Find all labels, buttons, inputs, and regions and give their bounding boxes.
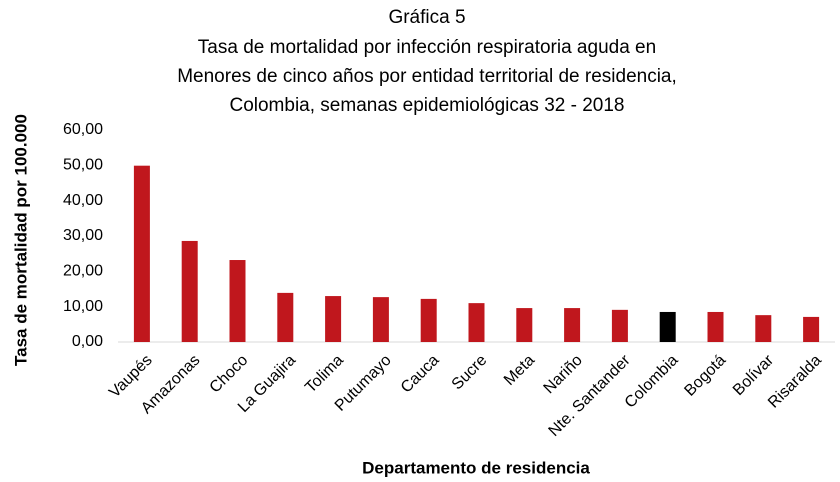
- bar: [420, 298, 437, 342]
- x-tick-label: Meta: [501, 352, 538, 389]
- y-axis-title: Tasa de mortalidad por 100.000: [11, 114, 30, 366]
- y-tick-label: 40,00: [63, 192, 103, 209]
- x-tick-label: Nte. Santander: [546, 351, 635, 440]
- bar: [659, 311, 676, 342]
- x-tick-label: Nariño: [541, 352, 586, 397]
- bar: [277, 292, 294, 342]
- bar: [468, 303, 485, 342]
- bar: [181, 240, 198, 342]
- y-tick-label: 10,00: [63, 298, 103, 315]
- bar: [325, 296, 342, 342]
- x-tick-label: Risaralda: [765, 352, 825, 412]
- y-tick-label: 20,00: [63, 263, 103, 280]
- x-axis-title: Departamento de residencia: [362, 458, 590, 477]
- bar: [564, 308, 581, 342]
- bar: [229, 260, 246, 342]
- bar: [803, 316, 820, 342]
- bar: [707, 311, 724, 342]
- x-tick-label: Sucre: [449, 352, 491, 394]
- chart-subtitle: Tasa de mortalidad por infección respira…: [198, 37, 656, 58]
- bar: [755, 315, 772, 342]
- chart-title: Gráfica 5: [388, 7, 465, 28]
- bar: [611, 309, 628, 342]
- y-tick-label: 60,00: [63, 121, 103, 138]
- bar: [372, 297, 389, 342]
- x-tick-label: Cauca: [398, 352, 443, 397]
- bar: [516, 308, 533, 342]
- x-tick-label: Colombia: [622, 352, 682, 412]
- x-tick-label: Tolima: [302, 352, 347, 397]
- bar: [133, 165, 150, 342]
- y-tick-label: 30,00: [63, 227, 103, 244]
- chart-subtitle: Colombia, semanas epidemiológicas 32 - 2…: [229, 95, 624, 116]
- y-tick-label: 0,00: [72, 333, 103, 350]
- y-tick-label: 50,00: [63, 157, 103, 174]
- x-tick-label: Bogotá: [681, 352, 729, 400]
- x-tick-label: Bolívar: [730, 351, 778, 399]
- chart-subtitle: Menores de cinco años por entidad territ…: [177, 66, 677, 87]
- x-tick-label: Choco: [207, 352, 252, 397]
